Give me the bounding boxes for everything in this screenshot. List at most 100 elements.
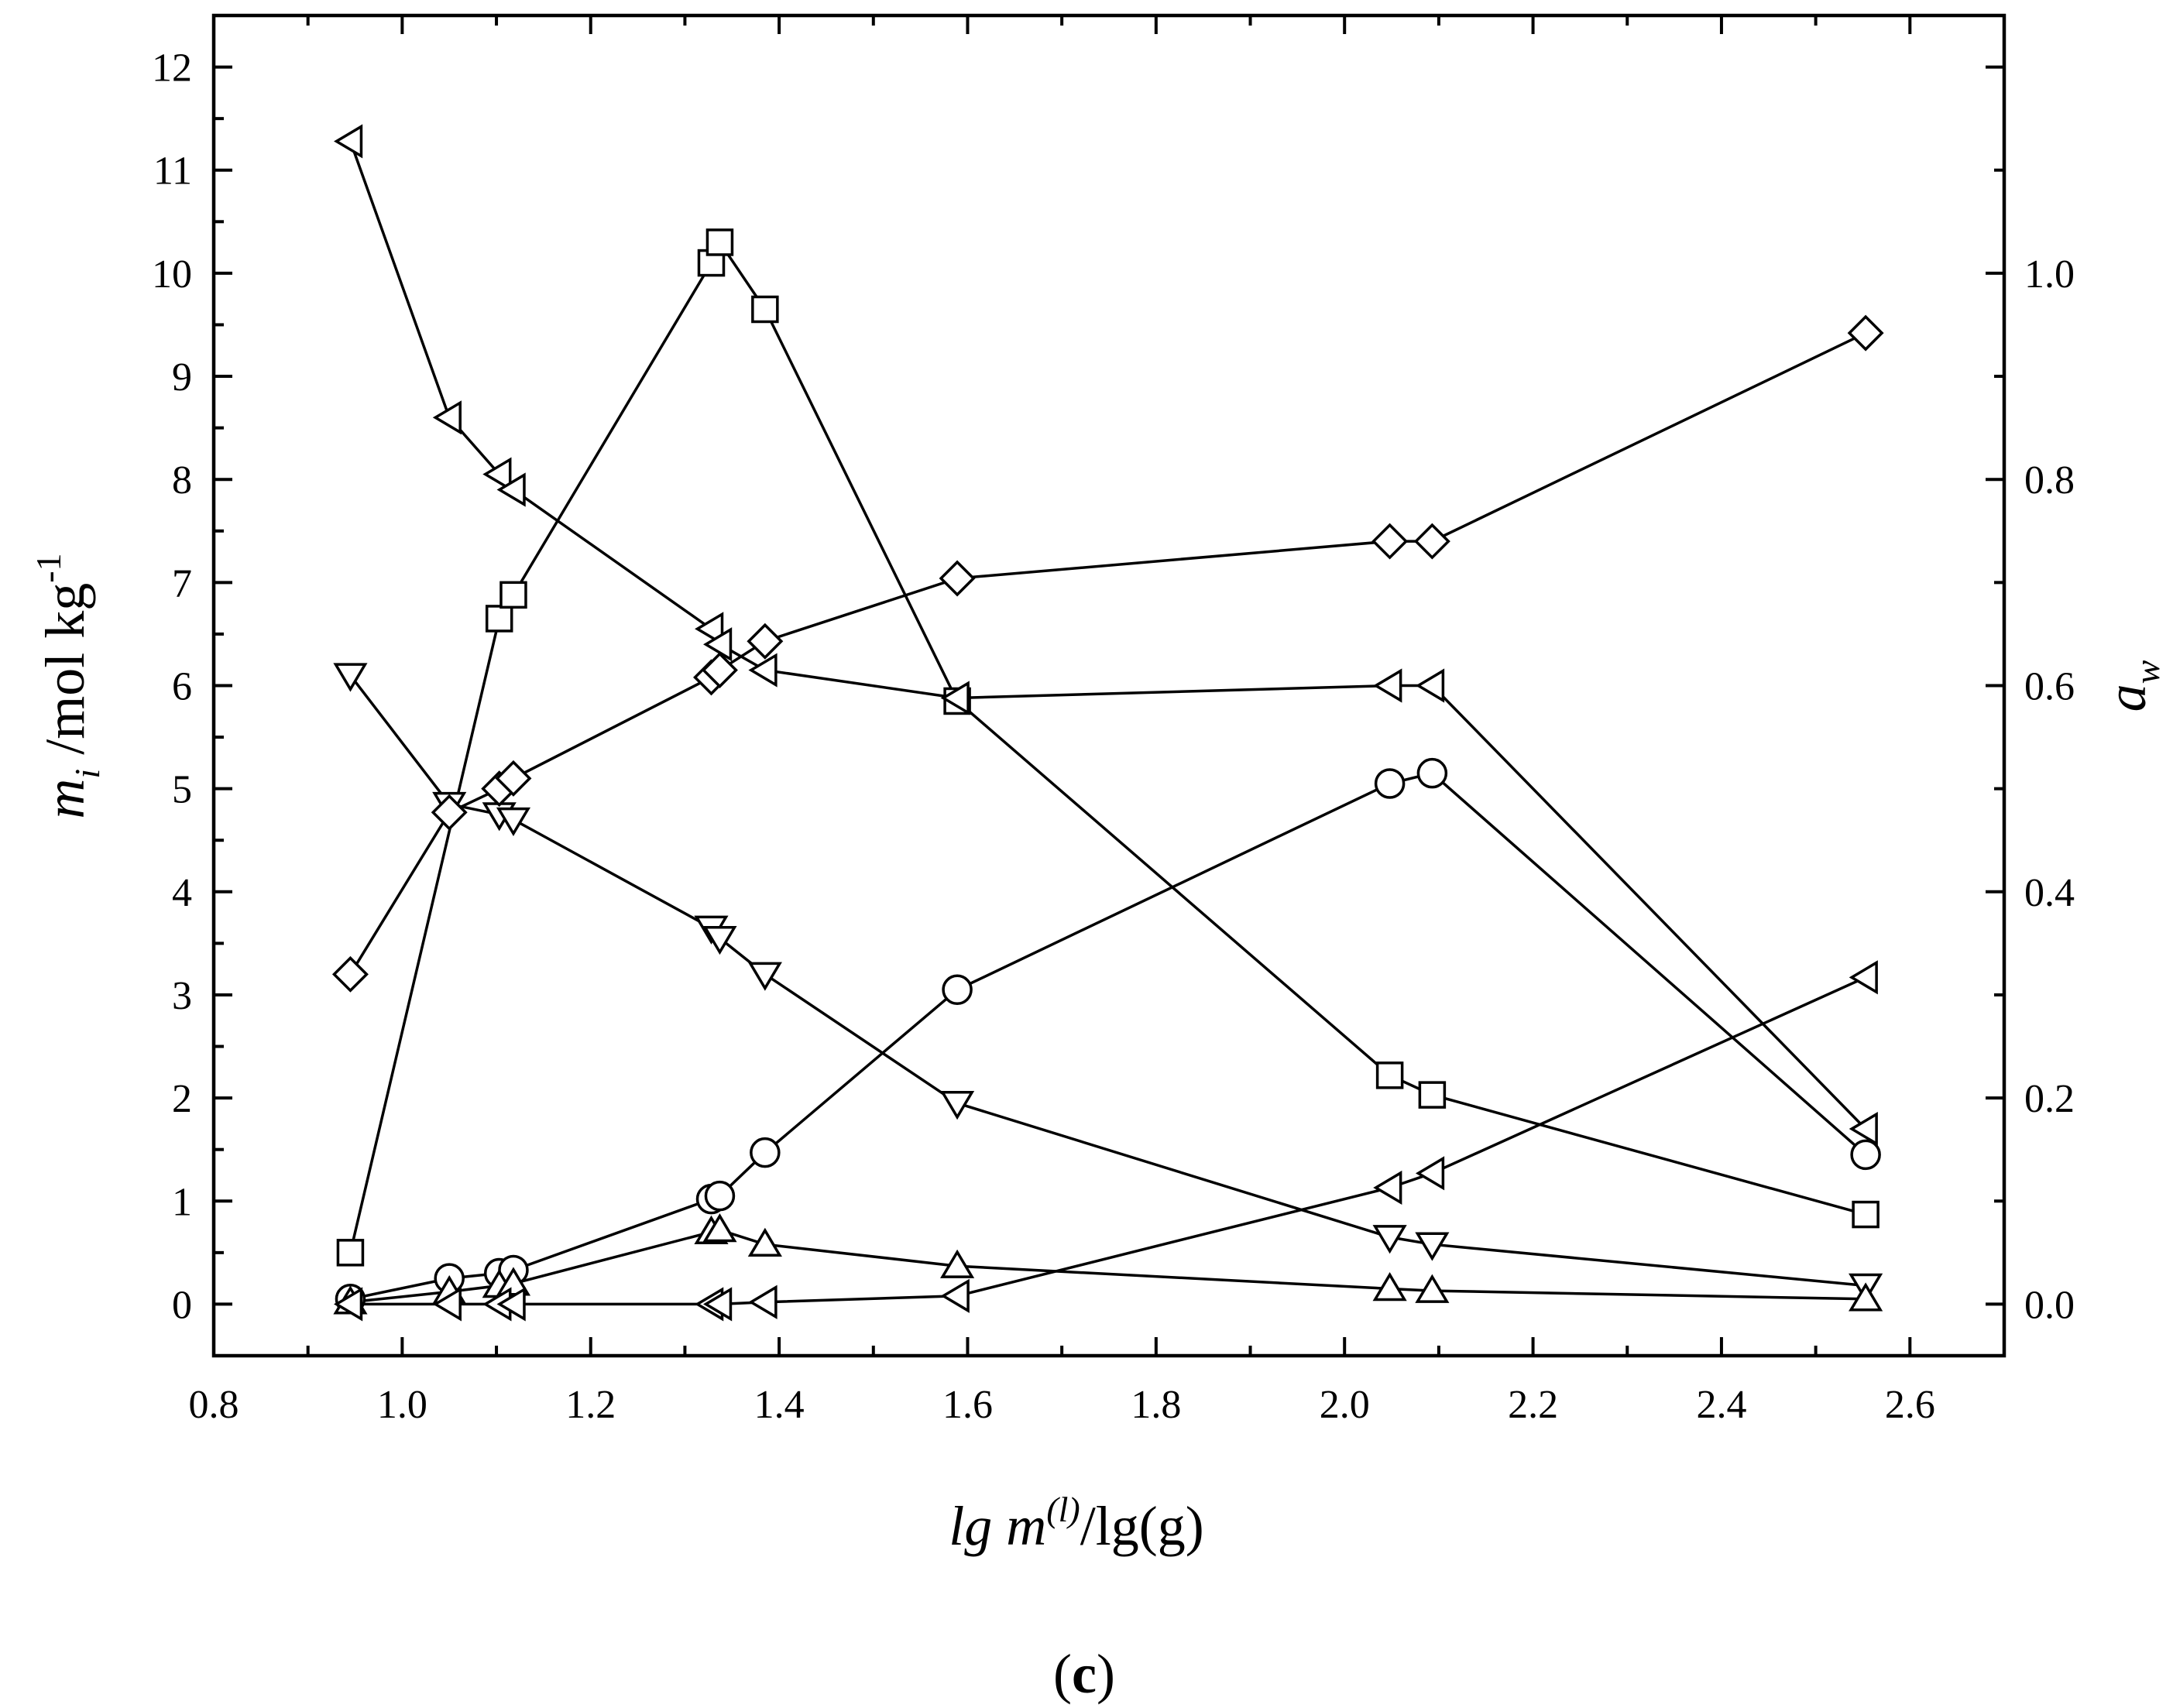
y-axis-title: mi /mol kg-1 — [29, 553, 107, 818]
x-tick-label: 2.0 — [1320, 1383, 1370, 1427]
x-tick-label: 2.2 — [1508, 1383, 1558, 1427]
x-tick-label: 1.8 — [1131, 1383, 1181, 1427]
y-tick-label: 0 — [172, 1283, 192, 1327]
data-point-square — [751, 295, 779, 324]
y-tick-label: 2 — [172, 1077, 192, 1121]
data-point-circle — [1850, 1139, 1881, 1171]
x-tick-label: 1.0 — [377, 1383, 427, 1427]
data-point-triangle-up — [940, 1249, 975, 1278]
data-point-square — [485, 605, 513, 633]
data-point-diamond — [431, 794, 468, 831]
data-point-square — [705, 228, 734, 256]
x-tick-label: 1.6 — [942, 1383, 993, 1427]
data-point-triangle-down — [333, 663, 368, 692]
data-point-triangle-left — [940, 1278, 970, 1313]
data-point-diamond — [1847, 314, 1884, 352]
series-line-2 — [348, 140, 1867, 1130]
data-point-circle — [750, 1137, 781, 1168]
data-point-triangle-left — [496, 472, 526, 507]
data-point-triangle-left — [748, 653, 778, 688]
data-point-circle — [1416, 757, 1448, 789]
x-tick-labels: 0.8 1.0 1.2 1.4 1.6 1.8 2.0 2.2 2.4 2.6 — [189, 1383, 1935, 1427]
y-tick-label: 3 — [172, 974, 192, 1018]
data-point-triangle-up — [747, 1227, 782, 1257]
data-point-triangle-up — [1849, 1282, 1883, 1312]
y-tick-label: 10 — [152, 252, 192, 297]
y2-tick-label: 0.6 — [2024, 665, 2075, 709]
data-point-circle — [1374, 768, 1406, 799]
data-point-diamond — [1413, 523, 1450, 560]
data-point-triangle-down — [1372, 1225, 1407, 1254]
data-point-triangle-up — [1372, 1272, 1407, 1302]
y-tick-label: 11 — [153, 149, 192, 194]
y-tick-label: 8 — [172, 458, 192, 502]
y2-tick-label: 1.0 — [2024, 252, 2075, 297]
data-point-triangle-left — [1415, 1156, 1445, 1191]
x-tick-label: 0.8 — [189, 1383, 239, 1427]
data-point-triangle-left — [432, 400, 462, 435]
x-axis-title: lg m(l)/lg(g) — [949, 1490, 1203, 1557]
series-line-3 — [349, 674, 1866, 1288]
y2-tick-label: 0.0 — [2024, 1283, 2075, 1327]
data-point-diamond — [495, 760, 532, 797]
y-tick-label: 9 — [172, 355, 192, 400]
y2-tick-label: 0.2 — [2024, 1077, 2075, 1121]
x-tick-label: 2.6 — [1885, 1383, 1935, 1427]
y-tick-label: 6 — [172, 665, 192, 709]
data-point-triangle-left — [695, 612, 724, 647]
y-tick-label: 1 — [172, 1180, 192, 1224]
y-tick-label: 4 — [172, 871, 192, 915]
y2-tick-labels: 0.0 0.2 0.4 0.6 0.8 1.0 — [2024, 252, 2075, 1328]
data-point-diamond — [1371, 523, 1409, 560]
data-point-triangle-left — [703, 1287, 733, 1322]
data-point-triangle-left — [334, 124, 363, 159]
axis-ticks — [212, 15, 2004, 1356]
data-point-triangle-left — [1373, 668, 1402, 703]
data-point-square — [1418, 1081, 1447, 1109]
data-point-triangle-left — [940, 681, 970, 715]
plot-markers — [331, 124, 1884, 1322]
data-point-triangle-left — [1415, 668, 1445, 703]
data-point-circle — [942, 974, 973, 1006]
series-line-4 — [350, 771, 1867, 1301]
data-point-diamond — [747, 622, 784, 660]
data-point-triangle-down — [496, 807, 531, 837]
data-point-triangle-down — [747, 962, 782, 991]
data-point-diamond — [939, 560, 976, 597]
series-line-7 — [348, 331, 1866, 976]
x-tick-label: 2.4 — [1696, 1383, 1746, 1427]
data-point-triangle-up — [702, 1213, 737, 1243]
data-point-square — [1375, 1061, 1404, 1089]
data-point-square — [336, 1239, 365, 1267]
y2-tick-label: 0.4 — [2024, 871, 2075, 915]
data-point-triangle-left — [334, 1287, 363, 1322]
y-tick-label: 12 — [152, 46, 192, 91]
data-point-square — [499, 581, 527, 609]
data-point-triangle-up — [1415, 1274, 1450, 1303]
plot-lines — [348, 140, 1867, 1306]
y2-tick-label: 0.8 — [2024, 458, 2075, 502]
data-point-circle — [704, 1180, 736, 1212]
data-point-diamond — [701, 652, 738, 689]
x-tick-label: 1.2 — [565, 1383, 616, 1427]
series-line-6 — [350, 976, 1866, 1306]
y2-axis-title: aw — [2096, 660, 2167, 712]
data-point-triangle-left — [1849, 1111, 1878, 1147]
y-tick-label: 5 — [172, 768, 192, 812]
data-point-triangle-left — [1849, 960, 1878, 995]
data-point-triangle-left — [1373, 1170, 1402, 1206]
data-point-triangle-left — [496, 1287, 526, 1322]
data-point-triangle-left — [432, 1287, 462, 1322]
data-point-triangle-down — [702, 925, 737, 955]
data-point-square — [1852, 1200, 1879, 1229]
y-tick-label: 7 — [172, 561, 192, 605]
panel-label: (c) — [1053, 1643, 1115, 1705]
data-point-triangle-left — [703, 627, 733, 662]
data-point-triangle-down — [940, 1091, 975, 1120]
data-point-diamond — [331, 955, 369, 993]
series-line-5 — [350, 1228, 1866, 1304]
data-point-triangle-left — [482, 457, 512, 492]
data-point-triangle-left — [748, 1284, 778, 1319]
